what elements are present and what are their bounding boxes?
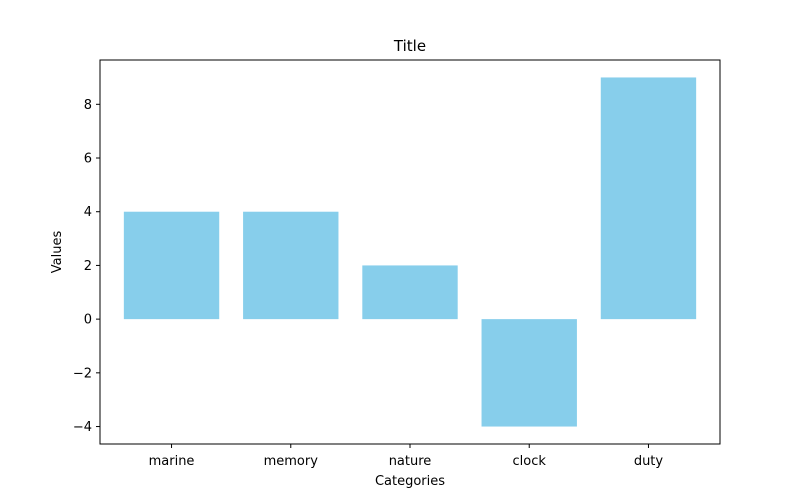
bar-marine [123,211,220,320]
y-tick-label: −2 [73,366,92,381]
bar-duty [600,77,697,320]
bar-nature [362,265,458,320]
x-tick-label-nature: nature [389,454,432,469]
x-axis-label: Categories [375,474,445,489]
y-axis-label: Values [50,231,65,274]
y-tick-label: −4 [73,420,92,435]
y-tick-label: 2 [84,259,92,274]
x-tick-label-marine: marine [149,454,195,469]
x-axis: marine memory nature clock duty [149,444,664,469]
chart-title: Title [393,37,426,55]
y-tick-label: 0 [84,313,92,328]
y-tick-label: 6 [84,152,92,167]
y-axis: −4 −2 0 2 4 6 8 [73,98,100,435]
y-tick-label: 4 [84,205,92,220]
bars-group [123,77,697,427]
bar-memory [243,211,339,320]
y-tick-label: 8 [84,98,92,113]
x-tick-label-duty: duty [634,454,664,469]
bar-clock [481,319,577,427]
x-tick-label-clock: clock [513,454,547,469]
x-tick-label-memory: memory [264,454,319,469]
